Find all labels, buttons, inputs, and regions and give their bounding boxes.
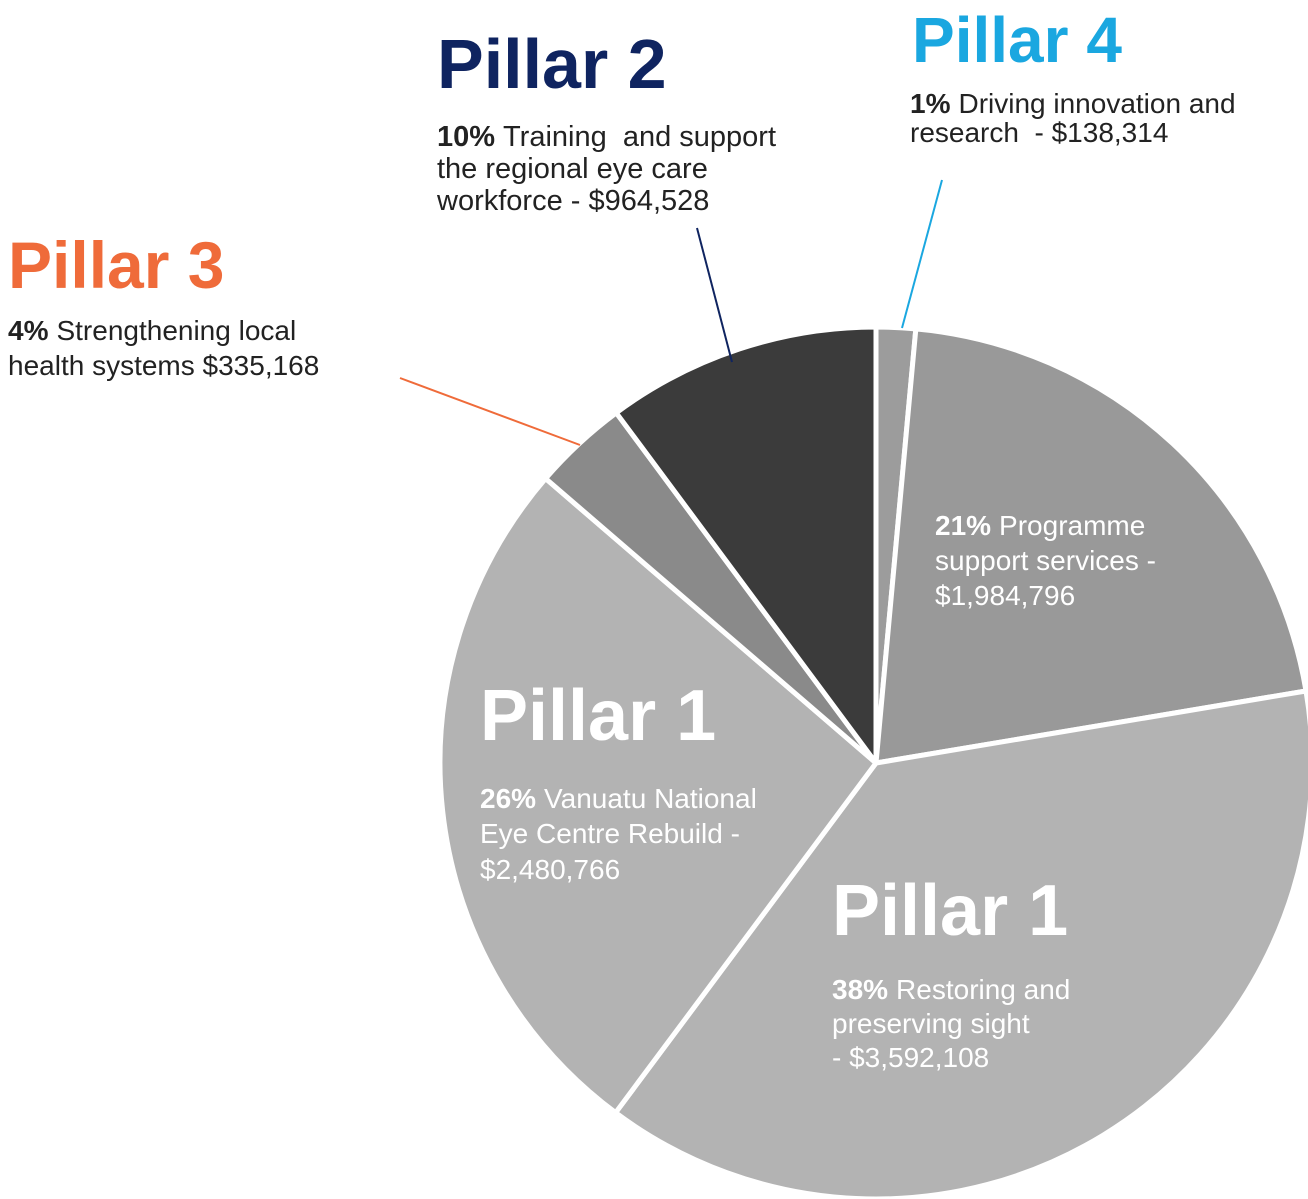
pie-slice [437, 476, 879, 1116]
description: Restoring and [896, 974, 1070, 1005]
value-label: $138,314 [1052, 117, 1169, 148]
percent-label: 10% [437, 121, 495, 153]
description: Strengthening local [56, 315, 296, 346]
slice-label: 10% Training and support [437, 121, 776, 153]
slice-label: Eye Centre Rebuild - [480, 818, 740, 849]
description: support services - [935, 545, 1156, 576]
slice-title: Pillar 1 [832, 871, 1068, 951]
description: Driving innovation and [958, 88, 1235, 119]
slice-label: the regional eye care [437, 153, 708, 185]
slice-title: Pillar 1 [480, 676, 716, 756]
slice-label: 21% Programme [935, 510, 1145, 541]
description: health systems [8, 350, 203, 381]
description: - [832, 1042, 849, 1073]
pie-slice [613, 688, 1308, 1199]
value-label: $3,592,108 [849, 1042, 989, 1073]
slice-title: Pillar 2 [437, 25, 667, 103]
pie-slice [613, 324, 879, 766]
value-label: $1,984,796 [935, 580, 1075, 611]
slice-label: support services - [935, 545, 1156, 576]
slice-label: 26% Vanuatu National [480, 783, 757, 814]
slice-label: workforce - $964,528 [436, 185, 709, 217]
description: the regional eye care [437, 153, 708, 185]
value-label: $964,528 [588, 185, 709, 217]
description: preserving sight [832, 1008, 1030, 1039]
description: workforce - [436, 185, 588, 217]
slice-title: Pillar 4 [912, 4, 1122, 76]
description: Programme [999, 510, 1145, 541]
leader-line [696, 227, 733, 363]
leader-line [399, 377, 581, 446]
description: Training and support [503, 121, 776, 153]
value-label: $2,480,766 [480, 854, 620, 885]
leader-line [901, 179, 943, 329]
description: Vanuatu National [544, 783, 757, 814]
percent-label: 4% [8, 315, 49, 346]
slice-label: - $3,592,108 [832, 1042, 989, 1073]
description: research - [910, 117, 1052, 148]
value-label: $335,168 [203, 350, 320, 381]
slice-label: 38% Restoring and [832, 974, 1070, 1005]
slice-label: 1% Driving innovation and [910, 88, 1236, 119]
description: Eye Centre Rebuild - [480, 818, 740, 849]
percent-label: 38% [832, 974, 888, 1005]
percent-label: 1% [910, 88, 951, 119]
pie-slice [873, 326, 1308, 766]
slice-label: preserving sight [832, 1008, 1030, 1039]
percent-label: 26% [480, 783, 536, 814]
slice-label: health systems $335,168 [8, 350, 319, 381]
percent-label: 21% [935, 510, 991, 541]
slice-label: 4% Strengthening local [8, 315, 296, 346]
slice-label: research - $138,314 [910, 117, 1168, 148]
slice-title: Pillar 3 [8, 228, 224, 302]
